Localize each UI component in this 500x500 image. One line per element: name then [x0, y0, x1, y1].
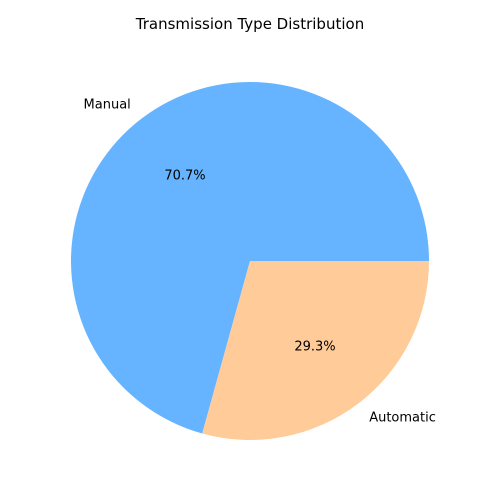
- pie-slice-manual: [70, 81, 430, 434]
- chart-title: Transmission Type Distribution: [135, 15, 364, 33]
- slice-label-manual: Manual: [84, 97, 131, 112]
- slice-label-automatic: Automatic: [369, 411, 436, 426]
- slice-pct-manual: 70.7%: [164, 169, 205, 184]
- pie-slices: [70, 81, 430, 440]
- slice-pct-automatic: 29.3%: [294, 339, 335, 354]
- pie-slice-automatic: [202, 261, 429, 440]
- pie-labels: Manual 70.7% Automatic 29.3%: [84, 97, 436, 425]
